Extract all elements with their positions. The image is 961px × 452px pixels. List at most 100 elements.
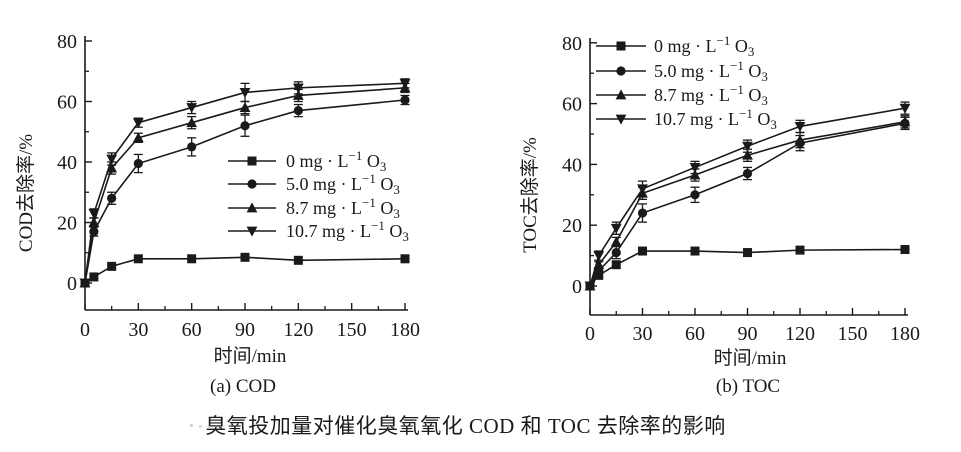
data-point-circle	[611, 247, 621, 258]
data-point-circle	[742, 168, 753, 179]
data-point-triangle-down	[689, 163, 701, 174]
data-point-triangle-up	[132, 132, 144, 143]
x-tick-label: 180	[890, 323, 920, 345]
chart-toc: 0 30 60 90 120 150 180 0 20 40 60 80 0 mg · L−1 O35.…	[519, 33, 920, 397]
data-point-triangle-down	[742, 141, 753, 152]
data-point-square	[89, 272, 99, 282]
data-point-triangle-down	[584, 281, 596, 292]
data-point-triangle-up	[106, 162, 118, 173]
data-point-square	[611, 260, 621, 270]
data-point-circle	[133, 158, 143, 169]
legend-marker-circle	[616, 66, 626, 76]
print-artifact-dots	[190, 424, 193, 427]
legend-marker-triangle-down	[246, 226, 258, 237]
data-point-triangle-down	[637, 184, 648, 195]
legend-item-8.7mg-O3: 8.7 mg · L−1 O3	[596, 82, 768, 108]
data-point-triangle-up	[239, 101, 251, 112]
chart-cod: 0 30 60 90 120 150 180 0 20 40 60 80 0 mg · L−1 O35.…	[15, 31, 420, 397]
legend-label: 8.7 mg · L−1 O3	[286, 195, 400, 221]
figure-caption: 臭氧投加量对催化臭氧氧化 COD 和 TOC 去除率的影响	[205, 414, 726, 438]
data-point-square	[293, 255, 303, 265]
data-point-triangle-down	[239, 88, 251, 99]
x-tick-label: 120	[785, 323, 815, 345]
data-point-circle	[240, 121, 250, 131]
data-point-triangle-up	[610, 236, 622, 247]
x-tick-label: 180	[390, 319, 420, 341]
legend: 0 mg · L−1 O35.0 mg · L−1 O38.7 mg · L−1…	[228, 148, 409, 244]
data-point-square	[690, 246, 700, 256]
data-point-square	[795, 245, 805, 255]
x-tick-label: 150	[337, 319, 367, 341]
legend-item-8.7mg-O3: 8.7 mg · L−1 O3	[228, 195, 400, 221]
y-tick-label: 20	[57, 213, 77, 235]
y-axis-title: COD去除率/%	[15, 134, 37, 252]
legend-item-10.7mg-O3: 10.7 mg · L−1 O3	[596, 106, 777, 132]
data-point-triangle-down	[79, 278, 91, 289]
data-point-triangle-up	[186, 117, 198, 128]
legend-item-10.7mg-O3: 10.7 mg · L−1 O3	[228, 218, 409, 244]
legend-item-0mg-O3: 0 mg · L−1 O3	[596, 33, 754, 59]
series-10.7mg-O3	[584, 101, 911, 292]
legend-marker-triangle-up	[615, 89, 627, 100]
series-line	[84, 82, 406, 284]
y-tick-label: 40	[57, 152, 77, 174]
data-point-triangle-up	[899, 116, 911, 127]
legend: 0 mg · L−1 O35.0 mg · L−1 O38.7 mg · L−1…	[596, 33, 777, 132]
chart-subtitle: (a) COD	[210, 376, 276, 397]
data-point-triangle-down	[106, 154, 118, 165]
series-10.7mg-O3	[79, 78, 411, 289]
series-0mg-O3	[80, 252, 410, 288]
legend-marker-square	[616, 41, 626, 51]
data-point-triangle-down	[186, 103, 198, 114]
x-tick-label: 150	[838, 323, 868, 345]
data-point-circle	[107, 193, 117, 203]
series-0mg-O3	[585, 245, 910, 291]
data-point-square	[240, 252, 250, 262]
y-axis-title: TOC去除率/%	[519, 137, 541, 253]
y-tick-label: 60	[57, 92, 77, 114]
data-point-square	[400, 254, 410, 264]
data-point-triangle-down	[292, 83, 304, 94]
y-tick-label: 40	[562, 154, 582, 176]
series-line	[589, 121, 906, 287]
x-tick-label: 0	[80, 319, 90, 341]
data-point-triangle-up	[88, 216, 100, 227]
legend-label: 0 mg · L−1 O3	[654, 33, 754, 59]
x-tick-label: 30	[633, 323, 653, 345]
y-tick-label: 0	[572, 276, 582, 298]
data-point-triangle-down	[88, 209, 100, 220]
legend-label: 10.7 mg · L−1 O3	[286, 218, 409, 244]
data-point-triangle-up	[292, 89, 304, 100]
legend-marker-square	[247, 156, 257, 166]
legend-label: 0 mg · L−1 O3	[286, 148, 386, 174]
data-point-triangle-down	[132, 118, 144, 129]
data-point-square	[743, 248, 752, 258]
data-point-triangle-down	[399, 78, 411, 89]
data-point-triangle-down	[794, 122, 806, 132]
y-tick-label: 80	[562, 33, 582, 55]
legend-label: 5.0 mg · L−1 O3	[654, 58, 768, 84]
x-tick-label: 90	[235, 319, 255, 341]
data-point-circle	[637, 208, 648, 218]
data-point-circle	[293, 105, 303, 116]
x-tick-label: 120	[283, 319, 313, 341]
data-point-triangle-up	[689, 169, 701, 180]
data-point-square	[107, 261, 117, 271]
chart-subtitle: (b) TOC	[716, 376, 780, 397]
x-tick-label: 30	[128, 319, 148, 341]
data-point-circle	[187, 142, 197, 152]
legend-item-0mg-O3: 0 mg · L−1 O3	[228, 148, 386, 174]
y-tick-label: 60	[562, 94, 582, 116]
data-point-square	[187, 254, 197, 264]
data-point-square	[133, 254, 143, 264]
data-point-square	[900, 245, 910, 255]
legend-label: 8.7 mg · L−1 O3	[654, 82, 768, 108]
x-tick-label: 0	[585, 323, 595, 345]
legend-label: 10.7 mg · L−1 O3	[654, 106, 777, 132]
data-point-circle	[400, 95, 410, 105]
legend-item-5.0mg-O3: 5.0 mg · L−1 O3	[228, 171, 400, 197]
data-point-square	[638, 246, 647, 256]
x-axis-title: 时间/min	[214, 345, 287, 367]
